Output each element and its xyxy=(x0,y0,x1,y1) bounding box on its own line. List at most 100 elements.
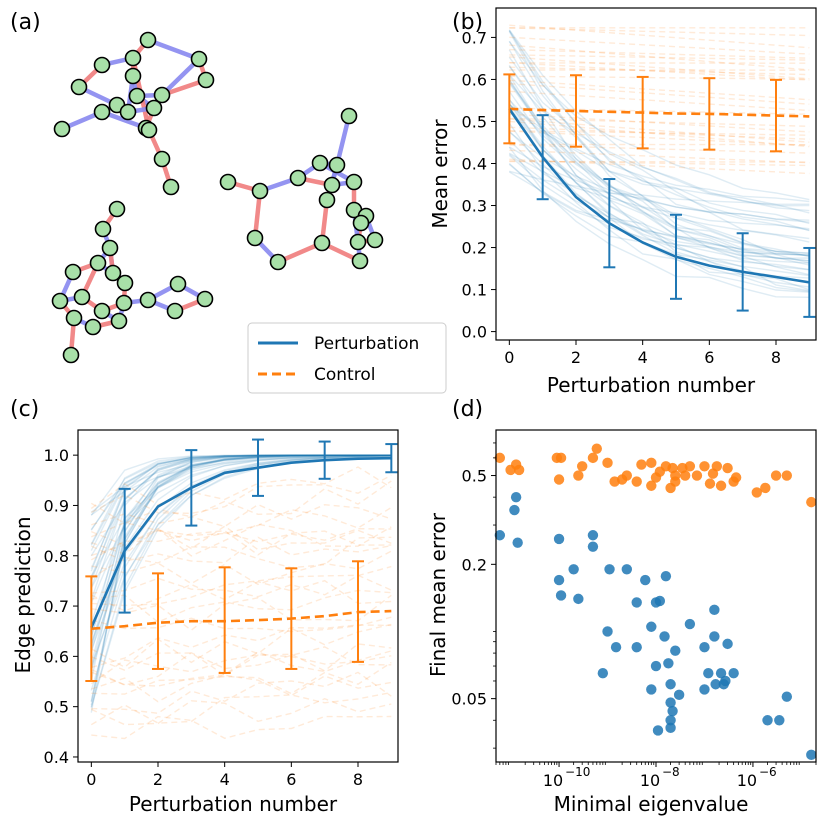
panel-c-trace-control xyxy=(91,671,392,715)
panel-c-ytick-label: 0.8 xyxy=(44,547,69,566)
network-node xyxy=(93,56,111,74)
panel-c-ytick-label: 0.9 xyxy=(44,496,69,515)
network-node xyxy=(153,150,171,168)
panel-c-ytick-label: 0.5 xyxy=(44,698,69,717)
panel-b-ytick-label: 0.5 xyxy=(462,112,487,131)
panel-b-trace-perturbation xyxy=(508,103,810,203)
network-node xyxy=(64,263,82,281)
panel-b-trace-control xyxy=(509,144,810,154)
panel-d-control-point xyxy=(679,470,691,481)
panel-b-trace-control xyxy=(509,113,810,133)
panel-b-trace-control xyxy=(509,82,810,105)
panel-d-perturbation-point xyxy=(673,689,685,701)
panel-b-trace-perturbation xyxy=(508,106,810,262)
panel-c-trace-control xyxy=(91,643,392,676)
panel-d-perturbation-point xyxy=(806,749,817,761)
network-node xyxy=(93,302,111,320)
panel-d-perturbation-point xyxy=(631,597,642,608)
panel-b-trace-control xyxy=(509,158,810,175)
panel-c-trace-control xyxy=(90,466,392,509)
network-node xyxy=(89,254,107,272)
panel-c-xtick-label: 6 xyxy=(286,770,296,789)
panel-b-trace-perturbation xyxy=(508,64,810,260)
panel-d-perturbation-point xyxy=(709,604,720,616)
panel-c-trace-control xyxy=(91,536,392,564)
panel-c-trace-control xyxy=(90,480,392,525)
panel-c-trace-perturbation xyxy=(90,454,392,639)
panel-b-trace-control xyxy=(509,36,810,55)
panel-c-xtick-label: 8 xyxy=(353,770,363,789)
panel-b-trace-control xyxy=(509,130,810,136)
panel-b-trace-perturbation xyxy=(509,170,810,206)
panel-c-trace-control xyxy=(90,579,392,612)
panel-d-control-point xyxy=(646,480,657,491)
panel-b-trace-control xyxy=(509,44,810,71)
panel-d-control-point xyxy=(555,452,567,464)
panel-b-trace-perturbation xyxy=(508,163,810,264)
network-node xyxy=(84,318,102,336)
panel-d-control-point xyxy=(715,480,727,491)
legend-perturbation-label: Perturbation xyxy=(314,334,419,354)
panel-d-xtick-label: 10 xyxy=(640,771,660,790)
panel-b-trace-control xyxy=(509,130,810,147)
panel-b-trace-control xyxy=(509,149,810,164)
panel-d-perturbation-point xyxy=(512,537,523,548)
panel-d-control-point xyxy=(711,461,723,472)
panel-c-trace-perturbation xyxy=(90,454,392,702)
panel-c-ylabel: Edge prediction xyxy=(11,516,35,673)
panel-d-perturbation-point xyxy=(663,658,674,669)
panel-d-perturbation-point xyxy=(667,705,678,717)
network-node xyxy=(110,312,128,330)
panel-c-trace-control xyxy=(91,661,392,695)
panel-c-trace-perturbation xyxy=(90,454,392,623)
panel-c-ytick-label: 1.0 xyxy=(44,446,69,465)
panel-b-trace-control xyxy=(509,24,810,49)
panel-c-trace-control xyxy=(90,653,392,685)
network-node xyxy=(366,231,384,249)
panel-d-perturbation-point xyxy=(631,642,642,653)
panel-b-trace-perturbation xyxy=(508,79,810,291)
panel-d-ylabel: Final mean error xyxy=(426,512,450,677)
network-node xyxy=(93,103,111,121)
network-node xyxy=(328,156,346,174)
network-node xyxy=(128,87,146,105)
panel-c-trace-control xyxy=(91,697,392,726)
panel-d-perturbation-point xyxy=(710,679,721,690)
panel-d-perturbation-point xyxy=(709,631,720,642)
network-node xyxy=(145,99,163,117)
panel-c-trace-perturbation xyxy=(90,454,392,582)
panel-b-trace-perturbation xyxy=(508,154,810,271)
panel-d-xlabel: Minimal eigenvalue xyxy=(554,792,749,816)
panel-b-trace-perturbation xyxy=(508,90,810,262)
panel-c-trace-perturbation xyxy=(90,454,392,551)
network-node xyxy=(345,173,363,191)
panel-c-trace-perturbation xyxy=(90,454,392,557)
panel-d-perturbation-point xyxy=(646,684,657,695)
panel-d-perturbation-point xyxy=(703,668,714,679)
panel-c-xlabel: Perturbation number xyxy=(129,792,338,816)
panel-d-perturbation-point xyxy=(610,642,622,653)
panel-b-trace-control xyxy=(509,79,810,101)
network-node xyxy=(251,182,269,200)
panel-c-trace-perturbation xyxy=(90,455,392,691)
panel-label-c: (c) xyxy=(10,397,39,422)
network-node xyxy=(313,234,331,252)
network-node xyxy=(73,288,91,306)
panel-label-d: (d) xyxy=(452,397,483,422)
panel-b-trace-perturbation xyxy=(508,40,810,254)
network-node xyxy=(101,239,119,257)
panel-c-trace-control xyxy=(91,523,392,557)
panel-d-control-point xyxy=(704,478,716,489)
panel-b-trace-perturbation xyxy=(508,30,810,240)
network-node xyxy=(119,103,137,121)
network-node xyxy=(166,302,184,320)
panel-d-control-point xyxy=(699,461,710,472)
panel-c-trace-perturbation xyxy=(90,455,392,671)
panel-d-perturbation-point xyxy=(728,668,739,679)
panel-d-control-point xyxy=(691,470,703,481)
panel-c-trace-control xyxy=(91,674,392,703)
panel-c-trace-perturbation xyxy=(90,454,392,702)
panel-c-trace-control xyxy=(90,623,392,669)
legend: Perturbation Control xyxy=(247,322,447,394)
panel-c-trace-perturbation xyxy=(90,455,392,643)
